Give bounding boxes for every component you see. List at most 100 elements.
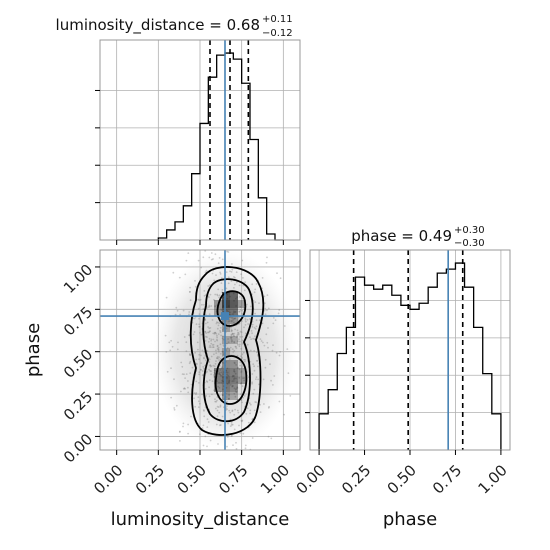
- sample-point: [219, 343, 222, 346]
- sample-point: [218, 424, 221, 427]
- sample-point: [203, 295, 206, 297]
- phase-title-value: 0.49: [419, 227, 452, 245]
- joint-xtick-label-0: 0.00: [90, 461, 126, 497]
- sample-point: [209, 284, 211, 287]
- sample-point: [203, 290, 206, 292]
- sample-point: [195, 362, 198, 365]
- density-cell: [222, 368, 230, 376]
- sample-point: [208, 395, 211, 398]
- sample-point: [188, 353, 191, 355]
- sample-point: [203, 357, 205, 360]
- sample-point: [177, 341, 179, 344]
- sample-point: [197, 348, 199, 351]
- joint-ytick-label-4: 1.00: [60, 261, 96, 297]
- sample-point: [212, 332, 215, 335]
- sample-point: [232, 374, 234, 377]
- sample-point: [219, 369, 222, 371]
- phase-quantile-lines: [352, 250, 464, 450]
- sample-point: [279, 277, 282, 280]
- sample-point: [268, 405, 270, 408]
- sample-point: [230, 319, 233, 322]
- sample-point: [241, 320, 243, 322]
- phase-xlabel: phase: [383, 509, 437, 530]
- sample-point: [261, 322, 264, 325]
- sample-point: [230, 338, 233, 341]
- sample-point: [206, 336, 208, 338]
- sample-point: [217, 385, 220, 388]
- sample-point: [222, 353, 225, 356]
- phase-xtick-label-3: 0.75: [429, 461, 465, 497]
- ld-title-value: 0.68: [227, 16, 260, 34]
- sample-point: [227, 282, 230, 285]
- sample-point: [269, 363, 271, 366]
- sample-point: [242, 284, 245, 287]
- sample-point: [216, 339, 219, 342]
- sample-point: [244, 319, 247, 321]
- sample-point: [233, 392, 236, 395]
- sample-point: [176, 309, 179, 312]
- sample-point: [251, 373, 254, 375]
- sample-point: [255, 376, 258, 378]
- sample-point: [204, 388, 207, 390]
- sample-point: [213, 371, 216, 374]
- sample-point: [229, 336, 232, 339]
- sample-point: [255, 401, 258, 404]
- sample-point: [243, 377, 246, 379]
- sample-point: [205, 335, 207, 338]
- sample-point: [236, 409, 239, 412]
- density-cell: [222, 300, 230, 308]
- sample-point: [233, 361, 236, 364]
- sample-point: [176, 348, 179, 351]
- density-cell: [230, 336, 238, 344]
- sample-point: [232, 351, 235, 353]
- sample-point: [220, 371, 223, 374]
- sample-point: [204, 318, 207, 321]
- sample-point: [231, 332, 234, 335]
- sample-point: [266, 309, 268, 312]
- sample-point: [222, 328, 224, 331]
- sample-point: [193, 317, 196, 320]
- sample-point: [208, 337, 211, 340]
- sample-point: [207, 285, 210, 287]
- sample-point: [250, 338, 253, 340]
- density-cell: [214, 376, 222, 384]
- sample-point: [238, 338, 240, 341]
- sample-point: [241, 401, 244, 404]
- sample-point: [175, 404, 178, 407]
- density-cell: [230, 384, 238, 392]
- sample-point: [234, 328, 237, 331]
- sample-point: [214, 370, 217, 372]
- sample-point: [226, 408, 228, 410]
- sample-point: [230, 271, 233, 273]
- sample-point: [256, 359, 258, 362]
- sample-point: [234, 311, 236, 313]
- sample-point: [197, 259, 200, 262]
- sample-point: [205, 332, 208, 334]
- sample-point: [256, 360, 258, 362]
- phase-histogram-panel: 0.00 0.25 0.50 0.75 1.00 phase = 0.49 +0.30 …: [293, 225, 511, 530]
- sample-point: [205, 380, 208, 382]
- sample-point: [179, 440, 181, 442]
- phase-hist-ticks: 0.00 0.25 0.50 0.75 1.00: [293, 299, 511, 498]
- sample-point: [226, 367, 229, 370]
- sample-point: [219, 329, 222, 332]
- sample-point: [189, 354, 192, 356]
- sample-point: [253, 365, 256, 368]
- sample-point: [266, 235, 268, 237]
- sample-point: [237, 411, 240, 414]
- sample-point: [195, 363, 198, 365]
- sample-point: [235, 364, 238, 366]
- sample-point: [261, 277, 264, 279]
- sample-point: [197, 400, 200, 403]
- sample-point: [234, 283, 236, 286]
- sample-point: [195, 358, 198, 361]
- sample-point: [182, 387, 185, 390]
- sample-point: [201, 247, 203, 249]
- sample-point: [237, 317, 240, 319]
- sample-point: [234, 276, 236, 279]
- sample-point: [181, 451, 183, 453]
- sample-point: [235, 390, 237, 393]
- sample-point: [226, 400, 228, 403]
- ld-hist-title: luminosity_distance = 0.68: [56, 16, 260, 35]
- sample-point: [249, 409, 252, 412]
